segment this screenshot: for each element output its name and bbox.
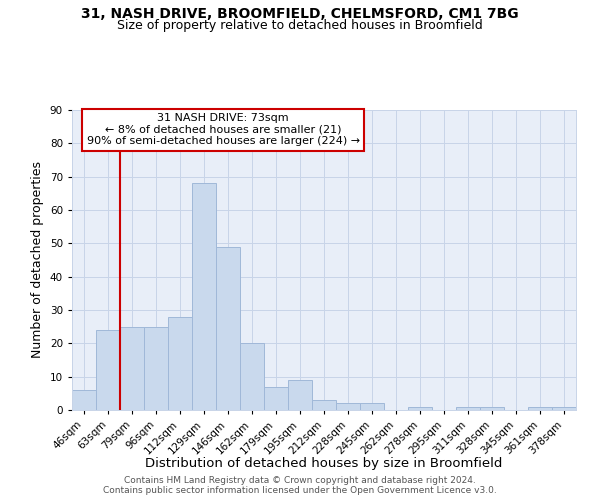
Bar [456, 406, 480, 410]
Bar [552, 406, 576, 410]
Bar [480, 406, 504, 410]
Bar [312, 400, 336, 410]
Bar [264, 386, 288, 410]
Bar [528, 406, 552, 410]
Text: Size of property relative to detached houses in Broomfield: Size of property relative to detached ho… [117, 19, 483, 32]
Bar [168, 316, 192, 410]
Bar [240, 344, 264, 410]
Text: 31, NASH DRIVE, BROOMFIELD, CHELMSFORD, CM1 7BG: 31, NASH DRIVE, BROOMFIELD, CHELMSFORD, … [81, 8, 519, 22]
Y-axis label: Number of detached properties: Number of detached properties [31, 162, 44, 358]
Bar [360, 404, 384, 410]
Text: Distribution of detached houses by size in Broomfield: Distribution of detached houses by size … [145, 458, 503, 470]
Bar [120, 326, 144, 410]
Bar [288, 380, 312, 410]
Bar [216, 246, 240, 410]
Bar [408, 406, 432, 410]
Bar [192, 184, 216, 410]
Bar [144, 326, 168, 410]
Bar [72, 390, 96, 410]
Text: Contains HM Land Registry data © Crown copyright and database right 2024.: Contains HM Land Registry data © Crown c… [124, 476, 476, 485]
Bar [96, 330, 120, 410]
Text: 31 NASH DRIVE: 73sqm
← 8% of detached houses are smaller (21)
90% of semi-detach: 31 NASH DRIVE: 73sqm ← 8% of detached ho… [86, 113, 360, 146]
Text: Contains public sector information licensed under the Open Government Licence v3: Contains public sector information licen… [103, 486, 497, 495]
Bar [336, 404, 360, 410]
